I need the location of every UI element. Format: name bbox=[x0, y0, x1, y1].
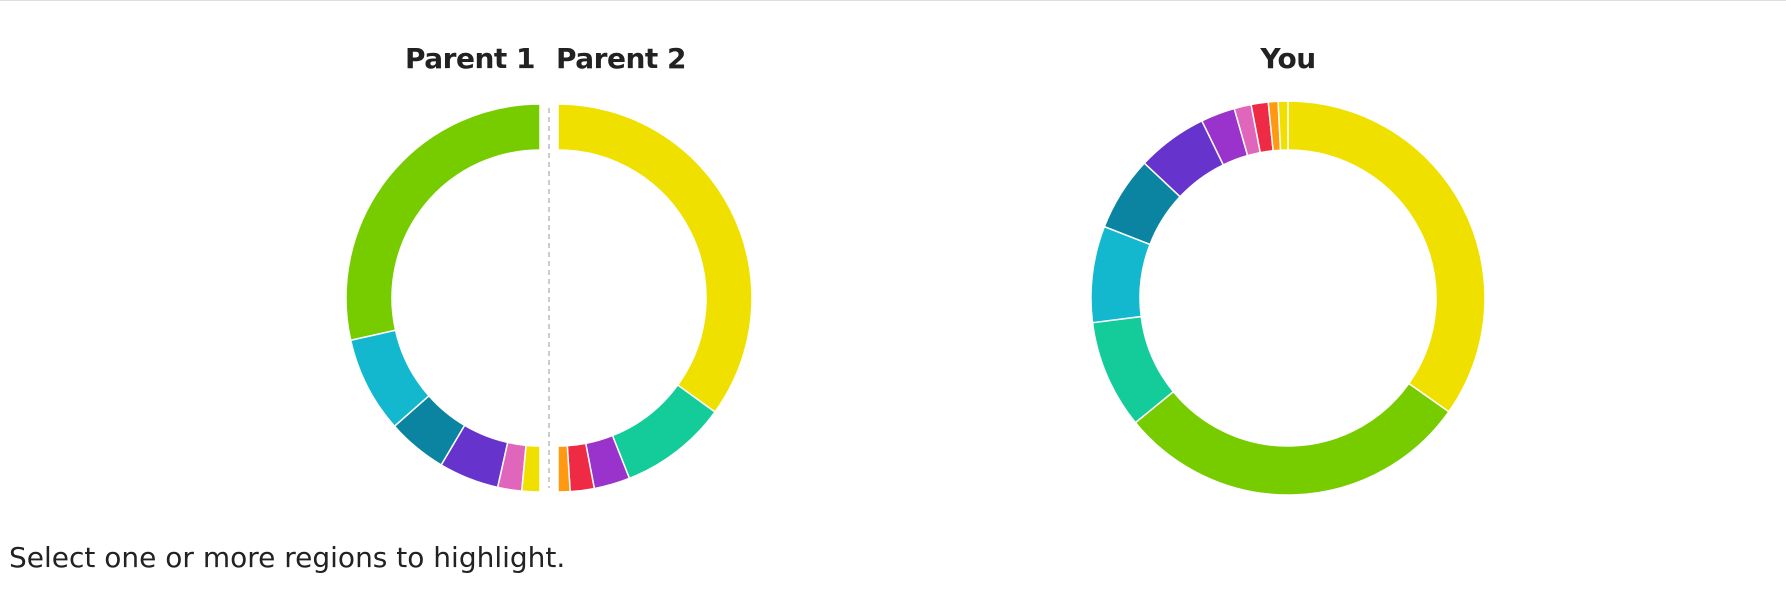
region-segment[interactable] bbox=[1277, 100, 1289, 151]
region-segment[interactable] bbox=[557, 103, 753, 414]
region-segment[interactable] bbox=[1287, 100, 1486, 413]
chart-title: You bbox=[1259, 42, 1315, 75]
chart-title: Parent 1 bbox=[405, 42, 535, 75]
region-segment[interactable] bbox=[345, 103, 541, 342]
region-segment[interactable] bbox=[1134, 382, 1450, 496]
region-segment[interactable] bbox=[520, 444, 541, 493]
region-segment[interactable] bbox=[557, 444, 571, 493]
chart-title: Parent 2 bbox=[556, 42, 686, 75]
instructions: Select one or more regions to highlight. bbox=[9, 541, 565, 574]
